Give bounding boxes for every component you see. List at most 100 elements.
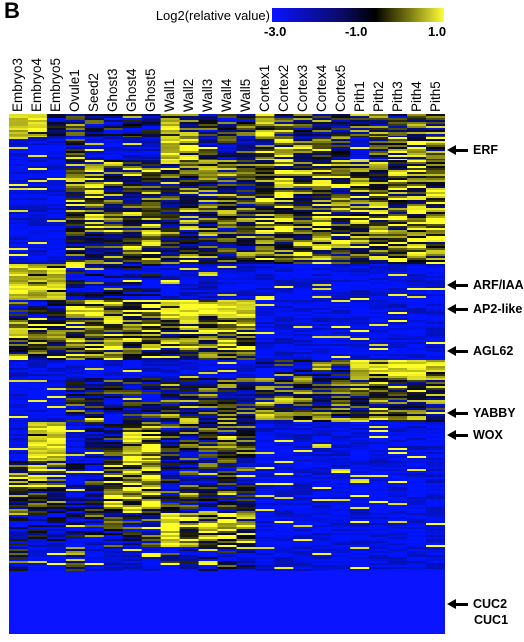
heatmap-cell bbox=[369, 232, 389, 234]
heatmap-cell bbox=[312, 430, 332, 432]
heatmap-cell bbox=[407, 226, 427, 228]
heatmap-cell bbox=[160, 354, 180, 356]
heatmap-cell bbox=[236, 416, 256, 418]
heatmap-cell bbox=[217, 324, 237, 326]
heatmap-cell bbox=[179, 471, 199, 473]
heatmap-cell bbox=[217, 318, 237, 320]
heatmap-cell bbox=[236, 141, 256, 143]
heatmap-cell bbox=[179, 137, 199, 139]
heatmap-cell bbox=[179, 442, 199, 444]
heatmap-cell bbox=[179, 473, 199, 475]
heatmap-cell bbox=[122, 436, 142, 438]
heatmap-cell bbox=[84, 266, 105, 268]
heatmap-cell bbox=[255, 378, 275, 380]
heatmap-cell bbox=[46, 304, 67, 306]
heatmap-cell bbox=[255, 354, 275, 356]
heatmap-cell bbox=[369, 489, 389, 491]
heatmap-cell bbox=[274, 416, 294, 418]
heatmap-cell bbox=[236, 497, 256, 499]
heatmap-cell bbox=[65, 202, 86, 204]
heatmap-cell bbox=[9, 452, 29, 454]
heatmap-cell bbox=[255, 157, 275, 159]
heatmap-cell bbox=[236, 314, 256, 316]
heatmap-cell bbox=[426, 420, 445, 422]
heatmap-cell bbox=[9, 503, 29, 505]
heatmap-cell bbox=[179, 188, 199, 190]
heatmap-cell bbox=[331, 232, 351, 234]
heatmap-cell bbox=[312, 535, 332, 537]
heatmap-cell bbox=[103, 290, 124, 292]
heatmap-cell bbox=[141, 348, 161, 350]
heatmap-cell bbox=[27, 182, 48, 184]
heatmap-cell bbox=[198, 210, 218, 212]
heatmap-cell bbox=[350, 242, 370, 244]
heatmap-cell bbox=[65, 376, 86, 378]
heatmap-cell bbox=[426, 408, 445, 410]
heatmap-cell bbox=[407, 511, 427, 513]
heatmap-cell bbox=[407, 262, 427, 264]
heatmap-cell bbox=[407, 270, 427, 272]
heatmap-cell bbox=[198, 467, 218, 469]
heatmap-cell bbox=[84, 246, 105, 248]
heatmap-cell bbox=[198, 178, 218, 180]
heatmap-cell bbox=[369, 491, 389, 493]
heatmap-cell bbox=[369, 505, 389, 507]
heatmap-cell bbox=[369, 124, 389, 126]
heatmap-cell bbox=[84, 404, 105, 406]
heatmap-cell bbox=[141, 523, 161, 525]
heatmap-cell bbox=[236, 400, 256, 402]
heatmap-cell bbox=[122, 268, 142, 270]
heatmap-cell bbox=[122, 114, 142, 116]
heatmap-cell bbox=[103, 180, 124, 182]
heatmap-cell bbox=[27, 212, 48, 214]
heatmap-cell bbox=[217, 170, 237, 172]
heatmap-cell bbox=[331, 390, 351, 392]
heatmap-cell bbox=[350, 316, 370, 318]
heatmap-cell bbox=[217, 348, 237, 350]
heatmap-cell bbox=[274, 517, 294, 519]
heatmap-cell bbox=[255, 326, 275, 328]
heatmap-cell bbox=[426, 529, 445, 531]
heatmap-cell bbox=[9, 157, 29, 159]
heatmap-cell bbox=[217, 388, 237, 390]
heatmap-cell bbox=[141, 242, 161, 244]
heatmap-cell bbox=[65, 298, 86, 300]
heatmap-cell bbox=[426, 450, 445, 452]
heatmap-cell bbox=[426, 272, 445, 274]
heatmap-cell bbox=[388, 258, 408, 260]
heatmap-cell bbox=[65, 330, 86, 332]
heatmap-cell bbox=[331, 224, 351, 226]
heatmap-cell bbox=[179, 400, 199, 402]
heatmap-cell bbox=[369, 332, 389, 334]
heatmap-cell bbox=[293, 316, 313, 318]
heatmap-cell bbox=[160, 364, 180, 366]
heatmap-cell bbox=[274, 515, 294, 517]
heatmap-cell bbox=[27, 531, 48, 533]
heatmap-cell bbox=[293, 143, 313, 145]
heatmap-cell bbox=[179, 252, 199, 254]
heatmap-cell bbox=[388, 446, 408, 448]
heatmap-cell bbox=[426, 174, 445, 176]
heatmap-cell bbox=[179, 418, 199, 420]
heatmap-cell bbox=[198, 124, 218, 126]
heatmap-cell bbox=[236, 503, 256, 505]
heatmap-cell bbox=[274, 316, 294, 318]
heatmap-cell bbox=[65, 442, 86, 444]
heatmap-cell bbox=[350, 270, 370, 272]
heatmap-cell bbox=[27, 382, 48, 384]
heatmap-cell bbox=[103, 424, 124, 426]
heatmap-cell bbox=[27, 537, 48, 539]
heatmap-cell bbox=[103, 344, 124, 346]
heatmap-cell bbox=[426, 116, 445, 118]
heatmap-cell bbox=[274, 430, 294, 432]
heatmap-cell bbox=[179, 461, 199, 463]
heatmap-cell bbox=[274, 170, 294, 172]
heatmap-cell bbox=[293, 356, 313, 358]
heatmap-cell bbox=[27, 521, 48, 523]
heatmap-cell bbox=[350, 280, 370, 282]
heatmap-cell bbox=[426, 252, 445, 254]
heatmap-cell bbox=[9, 155, 29, 157]
heatmap-cell bbox=[236, 226, 256, 228]
heatmap-cell bbox=[312, 306, 332, 308]
heatmap-cell bbox=[160, 461, 180, 463]
